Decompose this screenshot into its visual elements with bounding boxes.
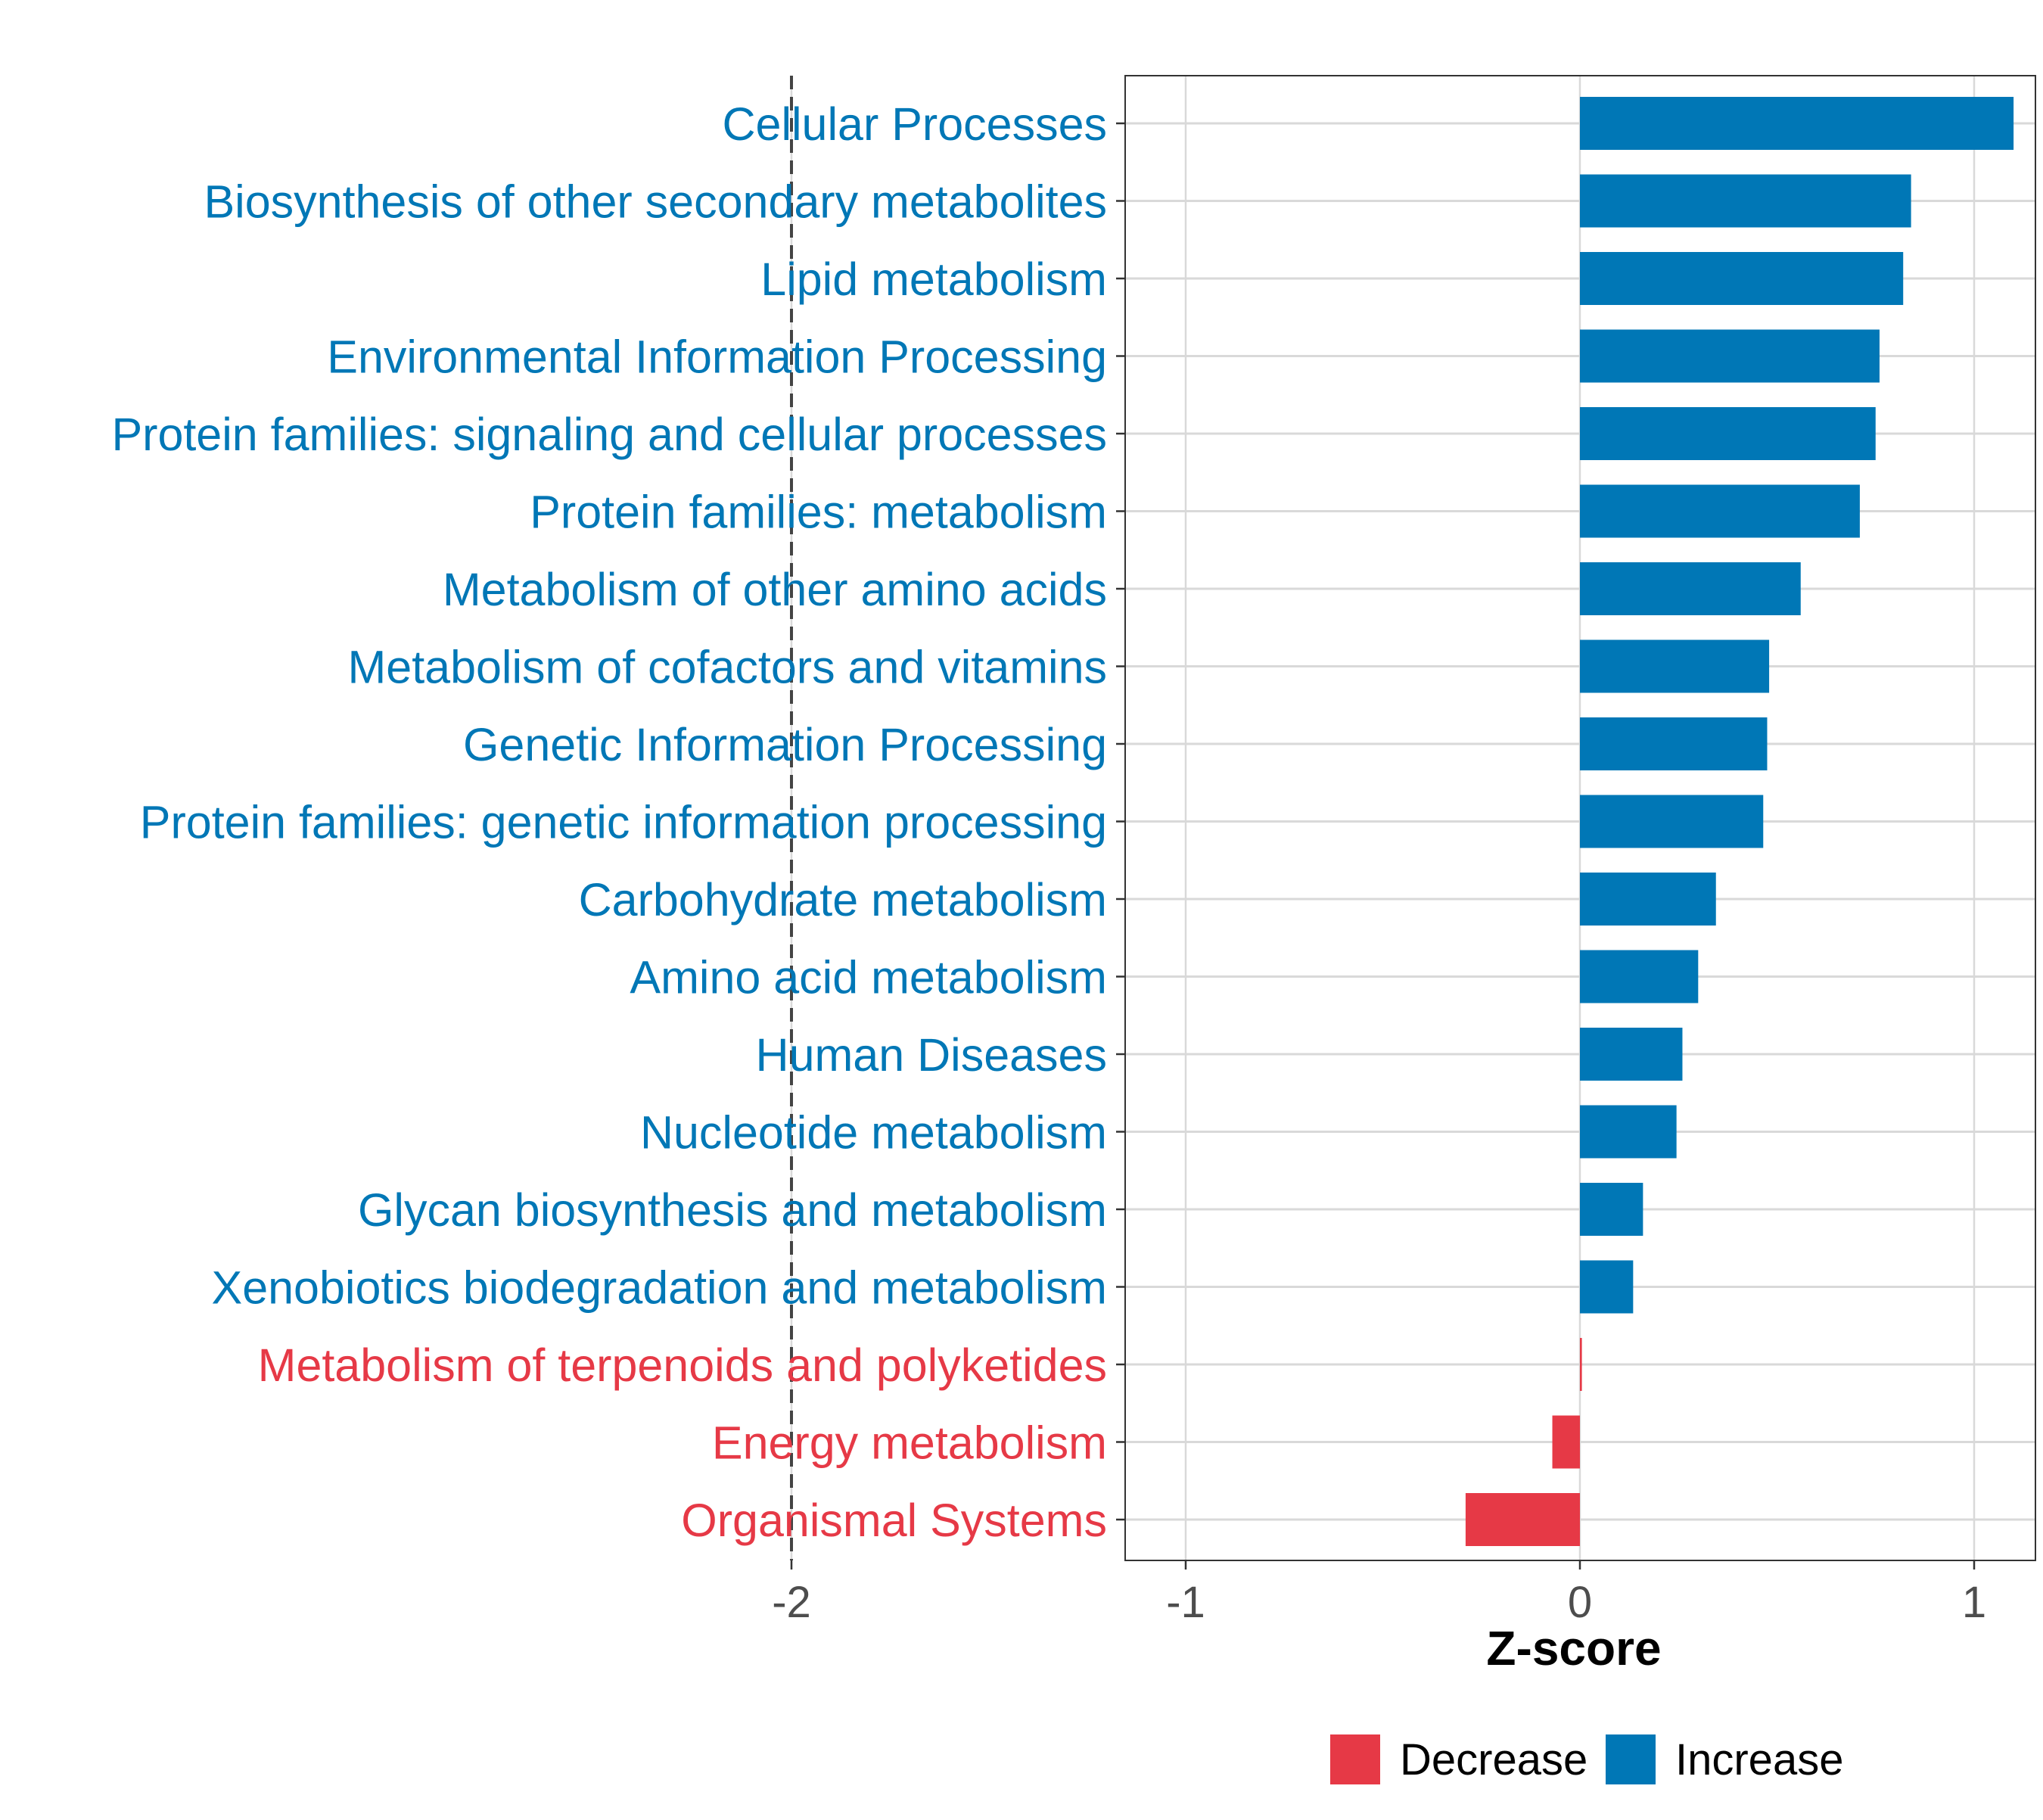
bar	[1552, 1415, 1580, 1469]
bar	[1580, 174, 1911, 228]
bar	[1580, 562, 1801, 615]
category-label: Protein families: signaling and cellular…	[111, 409, 1107, 460]
category-label: Protein families: genetic information pr…	[140, 797, 1107, 848]
bar	[1580, 795, 1764, 848]
bar	[1580, 1338, 1582, 1391]
bar	[1580, 1260, 1634, 1314]
category-label: Amino acid metabolism	[630, 952, 1107, 1003]
bar	[1580, 1028, 1683, 1081]
category-label: Metabolism of terpenoids and polyketides	[258, 1339, 1107, 1391]
legend-swatch	[1330, 1734, 1380, 1784]
category-label: Xenobiotics biodegradation and metabolis…	[212, 1262, 1107, 1314]
bar	[1580, 639, 1770, 693]
category-labels: Cellular Processes Biosynthesis of other …	[111, 98, 1125, 1546]
category-label: Nucleotide metabolism	[640, 1107, 1107, 1159]
bar	[1580, 1105, 1677, 1159]
bar	[1580, 252, 1904, 305]
category-label: Genetic Information Processing	[463, 719, 1107, 770]
category-label: Environmental Information Processing	[327, 331, 1107, 383]
legend: Decrease Increase	[1330, 1734, 1843, 1784]
bar	[1580, 97, 2014, 150]
category-label: Glycan biosynthesis and metabolism	[358, 1184, 1107, 1236]
bars	[1465, 97, 2014, 1546]
category-label: Metabolism of cofactors and vitamins	[347, 642, 1107, 693]
bar	[1580, 873, 1716, 926]
x-tick-label: 0	[1568, 1578, 1592, 1627]
category-label: Metabolism of other amino acids	[443, 564, 1107, 615]
bar	[1580, 1183, 1643, 1236]
category-label: Lipid metabolism	[760, 254, 1107, 305]
category-label: Organismal Systems	[681, 1495, 1107, 1546]
x-axis-ticks: -2-1012	[772, 1560, 1986, 1627]
category-label: Carbohydrate metabolism	[579, 874, 1107, 926]
x-axis-title: Z-score	[1486, 1621, 1661, 1675]
x-tick-label: 1	[1962, 1578, 1986, 1627]
bar	[1580, 329, 1880, 383]
category-label: Human Diseases	[756, 1029, 1107, 1081]
category-label: Energy metabolism	[712, 1417, 1107, 1469]
legend-label: Increase	[1675, 1735, 1843, 1784]
reference-lines	[790, 76, 793, 1560]
category-label: Cellular Processes	[722, 98, 1107, 150]
legend-label: Decrease	[1400, 1735, 1587, 1784]
legend-swatch	[1606, 1734, 1656, 1784]
category-label: Protein families: metabolism	[530, 487, 1107, 538]
x-tick-label: -1	[1166, 1578, 1205, 1627]
category-label: Biosynthesis of other secondary metaboli…	[204, 176, 1107, 228]
bar	[1580, 484, 1860, 538]
x-tick-label: -2	[772, 1578, 811, 1627]
bar	[1580, 717, 1768, 770]
bar	[1465, 1493, 1580, 1546]
bar	[1580, 407, 1876, 460]
bar	[1580, 950, 1699, 1003]
